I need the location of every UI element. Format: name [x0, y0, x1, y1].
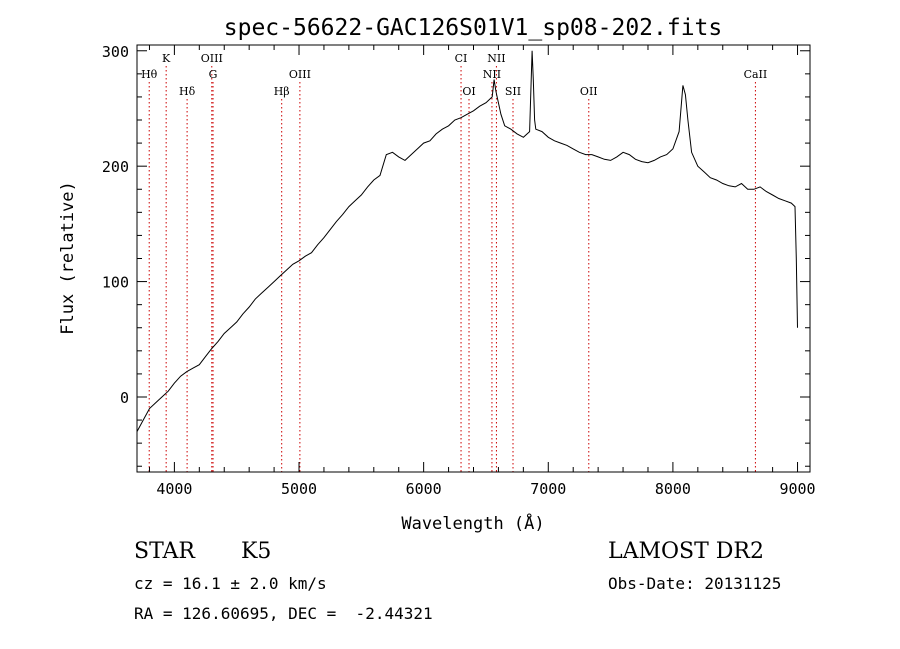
- plot-frame: [136, 44, 811, 473]
- x-tick-label-2: 6000: [406, 480, 442, 498]
- line-label-12: OII: [580, 85, 598, 98]
- line-label-3: OIII: [201, 52, 223, 65]
- y-tick-label-0: 0: [120, 389, 129, 407]
- x-tick-label-3: 7000: [530, 480, 566, 498]
- chart-title: spec-56622-GAC126S01V1_sp08-202.fits: [224, 15, 723, 41]
- object-subclass: K5: [241, 539, 272, 564]
- line-label-6: OIII: [289, 68, 311, 81]
- x-tick-label-4: 8000: [655, 480, 691, 498]
- spectrum-series: [136, 50, 798, 432]
- line-label-13: CaII: [744, 68, 768, 81]
- observation-date: Obs-Date: 20131125: [608, 574, 782, 593]
- line-label-5: Hβ: [274, 85, 290, 98]
- line-label-7: CI: [455, 52, 468, 65]
- y-axis-label: Flux (relative): [58, 181, 78, 335]
- redshift-value: cz = 16.1 ± 2.0 km/s: [134, 574, 327, 593]
- survey-name: LAMOST DR2: [608, 539, 764, 564]
- x-tick-label-5: 9000: [779, 480, 815, 498]
- line-label-11: SII: [505, 85, 521, 98]
- spectral-line-markers: Hθ K Hδ OIII G Hβ OIII CI OI NII NII SII OII CaII: [141, 52, 767, 472]
- spectrum-line: [136, 50, 798, 432]
- x-axis-label: Wavelength (Å): [401, 512, 544, 534]
- line-label-4: G: [209, 68, 218, 81]
- line-label-9: NII: [483, 68, 501, 81]
- line-label-2: Hδ: [179, 85, 196, 98]
- y-tick-label-2: 200: [102, 158, 129, 176]
- x-tick-label-0: 4000: [156, 480, 192, 498]
- line-label-8: OI: [462, 85, 475, 98]
- object-class: STAR: [134, 539, 195, 564]
- line-label-0: Hθ: [141, 68, 158, 81]
- y-tick-label-1: 100: [102, 274, 129, 292]
- y-axis: 0 100 200 300: [102, 43, 810, 467]
- line-label-10: NII: [487, 52, 505, 65]
- coordinates: RA = 126.60695, DEC = -2.44321: [134, 604, 433, 623]
- y-tick-label-3: 300: [102, 43, 129, 61]
- line-label-1: K: [162, 52, 171, 65]
- x-tick-label-1: 5000: [281, 480, 317, 498]
- x-axis: 4000 5000 6000 7000 8000 9000: [148, 45, 816, 498]
